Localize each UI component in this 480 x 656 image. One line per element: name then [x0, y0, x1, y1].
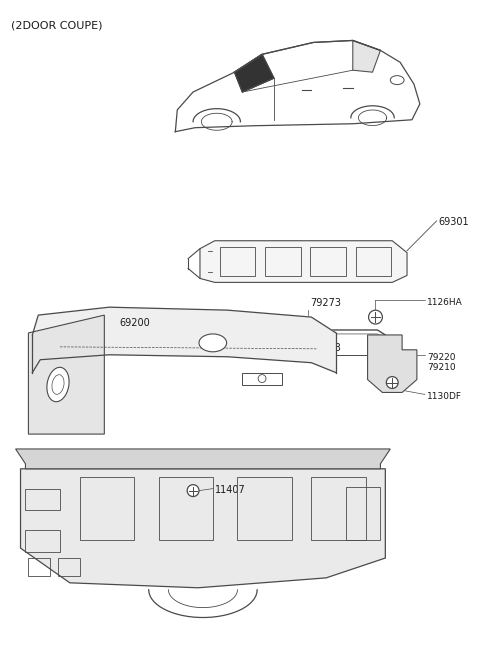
Polygon shape [32, 307, 336, 373]
Text: 79210: 79210 [427, 363, 456, 372]
Text: 69301: 69301 [439, 217, 469, 227]
Circle shape [187, 485, 199, 497]
Ellipse shape [390, 75, 404, 85]
Text: 79220: 79220 [427, 353, 455, 362]
Text: 1130DF: 1130DF [427, 392, 462, 401]
Bar [242, 373, 282, 384]
Polygon shape [28, 315, 104, 434]
Text: 79283: 79283 [311, 343, 341, 353]
Circle shape [386, 377, 398, 388]
Ellipse shape [199, 334, 227, 352]
Polygon shape [353, 41, 381, 72]
Polygon shape [368, 335, 417, 392]
Circle shape [369, 310, 383, 324]
Ellipse shape [47, 367, 69, 401]
Polygon shape [15, 449, 390, 469]
Polygon shape [200, 241, 407, 282]
Polygon shape [235, 54, 274, 92]
Text: 11407: 11407 [215, 485, 245, 495]
Text: 79273: 79273 [311, 298, 341, 308]
Polygon shape [21, 469, 385, 588]
Text: (2DOOR COUPE): (2DOOR COUPE) [11, 20, 102, 31]
Text: 1126HA: 1126HA [427, 298, 463, 307]
Text: 69200: 69200 [119, 318, 150, 328]
Text: 69100: 69100 [173, 451, 204, 461]
